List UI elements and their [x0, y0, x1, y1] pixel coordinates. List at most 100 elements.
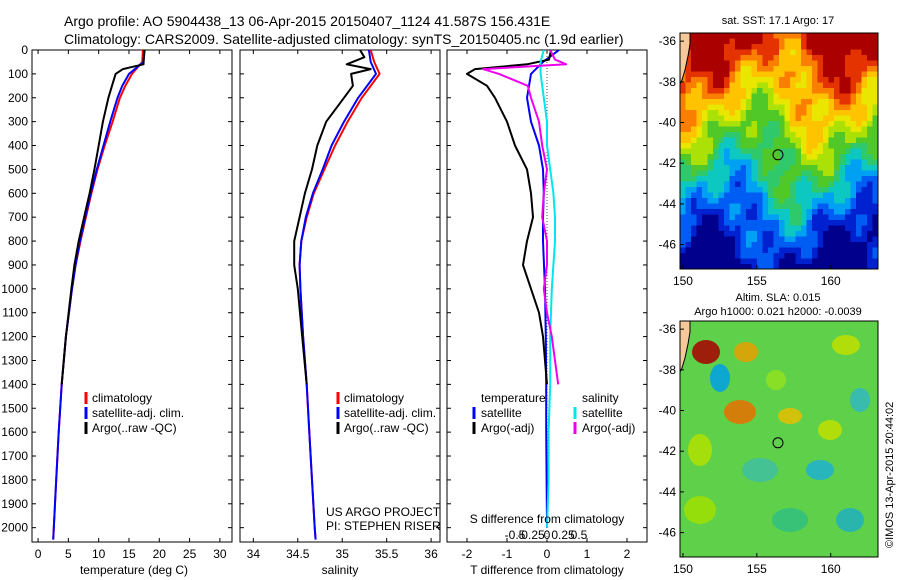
sst-cell [702, 148, 708, 155]
sst-cell [757, 187, 763, 193]
sst-cell [773, 121, 780, 127]
sst-cell [861, 187, 868, 193]
sst-cell [702, 236, 708, 243]
float-position-marker [772, 437, 784, 449]
sst-cell [740, 231, 747, 237]
sst-cell [856, 71, 862, 78]
sst-cell [779, 220, 785, 226]
sst-cell [718, 187, 725, 193]
sst-cell [779, 225, 785, 232]
sst-cell [856, 148, 862, 155]
sst-cell [757, 88, 763, 94]
sst-cell [850, 82, 857, 89]
sst-cell [718, 93, 725, 100]
sst-cell [702, 44, 708, 50]
sst-cell [834, 121, 840, 127]
sst-cell [779, 99, 785, 105]
sst-cell [817, 203, 824, 210]
sst-cell [724, 77, 730, 83]
sst-cell [768, 225, 774, 232]
sst-cell [724, 121, 730, 127]
sst-cell [839, 88, 846, 94]
sst-cell [845, 82, 851, 89]
sst-cell [696, 115, 703, 122]
sst-cell [702, 209, 708, 215]
sst-cell [751, 148, 758, 155]
sst-cell [839, 132, 846, 138]
sst-cell [812, 44, 818, 50]
sst-cell [823, 33, 829, 39]
sst-cell [872, 192, 878, 199]
sst-cell [779, 165, 785, 171]
sst-cell [867, 154, 873, 160]
sst-cell [801, 253, 807, 259]
sst-cell [724, 99, 730, 105]
sst-cell [845, 247, 851, 254]
lat-tick-label: -38 [659, 75, 677, 89]
sst-cell [718, 258, 725, 265]
sst-cell [828, 126, 835, 133]
sst-cell [845, 55, 851, 61]
sst-cell [702, 137, 708, 144]
sst-cell [680, 176, 686, 182]
sst-cell [845, 264, 851, 269]
sst-cell [861, 126, 868, 133]
sst-cell [779, 55, 785, 61]
depth-tick-label: 1600 [1, 425, 28, 439]
sst-cell [801, 203, 807, 210]
sst-cell [861, 60, 868, 67]
sla-blob [684, 496, 716, 524]
sst-cell [828, 203, 835, 210]
sst-cell [845, 143, 851, 149]
sst-cell [867, 77, 873, 83]
sst-cell [773, 99, 780, 105]
sst-cell [729, 77, 736, 83]
sst-cell [839, 220, 846, 226]
sst-cell [746, 181, 752, 188]
sst-cell [746, 176, 752, 182]
sst-cell [696, 154, 703, 160]
sst-cell [773, 192, 780, 199]
sst-cell [773, 148, 780, 155]
sst-cell [817, 115, 824, 122]
series-line-argo-raw-qc- [60, 50, 146, 385]
sst-cell [768, 192, 774, 199]
sst-cell [790, 236, 796, 243]
sst-cell [707, 132, 714, 138]
sst-cell [856, 170, 862, 177]
sst-cell [867, 38, 873, 45]
sst-cell [850, 187, 857, 193]
sst-cell [817, 220, 824, 226]
sst-cell [735, 225, 741, 232]
sst-cell [691, 88, 697, 94]
sst-cell [867, 88, 873, 94]
sst-cell [867, 137, 873, 144]
sst-cell [801, 159, 807, 166]
sst-cell [834, 137, 840, 144]
sst-cell [828, 110, 835, 116]
sst-cell [834, 55, 840, 61]
sst-cell [861, 159, 868, 166]
sst-cell [729, 181, 736, 188]
sst-cell [685, 176, 692, 182]
sst-cell [872, 143, 878, 149]
sst-cell [773, 214, 780, 221]
sst-cell [735, 55, 741, 61]
sst-cell [790, 104, 796, 111]
sst-cell [867, 176, 873, 182]
sst-cell [718, 181, 725, 188]
sst-cell [779, 253, 785, 259]
sst-cell [845, 148, 851, 155]
sst-cell [762, 49, 769, 56]
sst-cell [790, 88, 796, 94]
sst-cell [702, 121, 708, 127]
sst-cell [806, 258, 813, 265]
sst-cell [817, 137, 824, 144]
sst-cell [828, 154, 835, 160]
sst-cell [718, 33, 725, 39]
sst-cell [713, 77, 719, 83]
sst-cell [834, 60, 840, 67]
sst-cell [812, 77, 818, 83]
sst-cell [856, 126, 862, 133]
sst-cell [872, 247, 878, 254]
